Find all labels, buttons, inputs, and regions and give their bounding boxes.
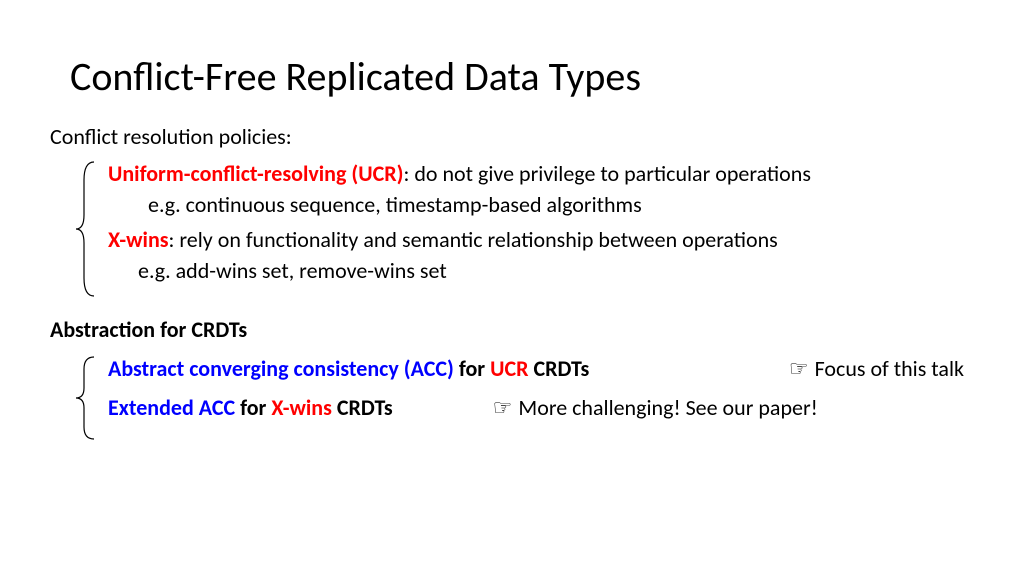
policy-xwins-desc: : rely on functionality and semantic rel… [169, 226, 778, 253]
abs-ext-red: X-wins [271, 394, 332, 421]
policy-xwins-label: X-wins [108, 226, 169, 253]
policy-xwins-example: e.g. add-wins set, remove-wins set [138, 257, 964, 284]
abs-ext-note: More challenging! See our paper! [518, 394, 817, 421]
policies-group: Uniform-conflict-resolving (UCR): do not… [60, 160, 964, 298]
abstraction-group: Abstract converging consistency (ACC) fo… [60, 355, 964, 441]
abs-acc-red: UCR [490, 355, 528, 382]
abstraction-extended: Extended ACC for X-wins CRDTs ☞More chal… [108, 394, 964, 421]
policy-xwins: X-wins: rely on functionality and semant… [108, 226, 964, 253]
abs-acc-left: Abstract converging consistency (ACC) fo… [108, 355, 589, 382]
policy-ucr-desc: : do not give privilege to particular op… [404, 160, 811, 187]
policies-heading: Conflict resolution policies: [50, 123, 964, 150]
brace-icon [74, 355, 98, 441]
abstraction-heading: Abstraction for CRDTs [50, 316, 964, 343]
abs-acc-crdts: CRDTs [529, 355, 590, 382]
abs-ext-blue: Extended ACC [108, 394, 235, 421]
abs-ext-left: Extended ACC for X-wins CRDTs [108, 394, 393, 421]
abs-acc-note: Focus of this talk [815, 355, 964, 382]
policy-ucr-label: Uniform-conflict-resolving (UCR) [108, 160, 404, 187]
abstraction-acc: Abstract converging consistency (ACC) fo… [108, 355, 964, 382]
pointer-icon: ☞ [493, 394, 513, 421]
policy-ucr-example: e.g. continuous sequence, timestamp-base… [148, 191, 964, 218]
brace-icon [74, 160, 98, 298]
abs-ext-note-wrap: ☞More challenging! See our paper! [453, 394, 818, 421]
abs-acc-note-wrap: ☞Focus of this talk [749, 355, 964, 382]
slide-title: Conflict-Free Replicated Data Types [70, 52, 964, 101]
pointer-icon: ☞ [789, 355, 809, 382]
policy-ucr: Uniform-conflict-resolving (UCR): do not… [108, 160, 964, 187]
slide-content: Conflict-Free Replicated Data Types Conf… [0, 0, 1024, 481]
abs-ext-crdts: CRDTs [332, 394, 393, 421]
abs-ext-for: for [235, 394, 271, 421]
abs-acc-for: for [454, 355, 490, 382]
abs-acc-blue: Abstract converging consistency (ACC) [108, 355, 454, 382]
